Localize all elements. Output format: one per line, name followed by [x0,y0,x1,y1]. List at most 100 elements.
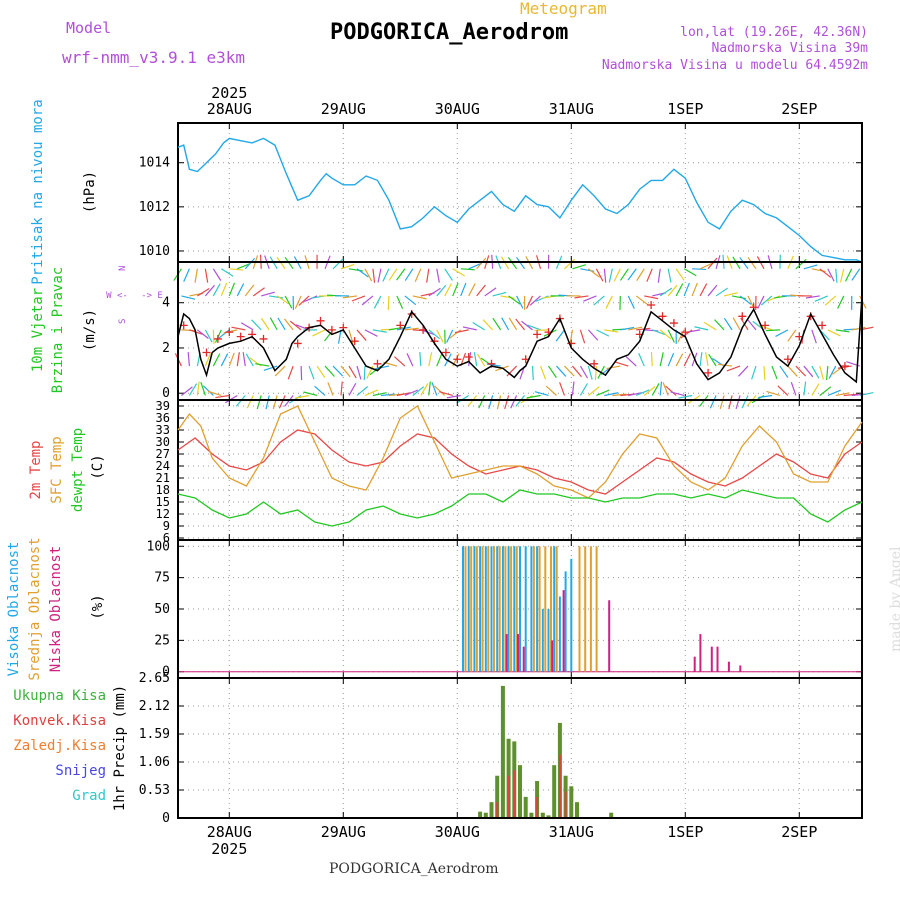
temperature-ytick-label: 15 [156,495,170,509]
precip-conv-bar [558,754,561,818]
wind-barb [827,329,841,337]
temperature-panel [177,399,863,541]
temperature-ytick-label: 9 [163,519,170,533]
wind-barb [414,268,422,282]
precip-conv-bar [507,775,510,818]
wind-speed-line [177,295,863,384]
wind-barb [446,329,454,343]
wind-barb [805,295,820,299]
clouds-ytick-label: 25 [154,633,170,648]
wind-gust-mark [225,328,234,337]
wind-barb [363,366,366,381]
precip-legend-1: Konvek.Kisa [13,713,106,729]
wind-barb [574,295,589,299]
precip-ytick-label: 2.65 [139,671,170,686]
wind-barb [204,352,212,367]
wind-barb [269,295,284,299]
wind-barb [181,386,193,396]
wind-barb [819,365,824,380]
wind-barb [444,268,453,281]
wind-barb [181,295,196,300]
wind-barb [604,392,619,397]
wind-barb [650,352,653,367]
wind-barb [738,365,749,377]
wind-barb [412,386,425,396]
wind-barb [269,317,278,331]
precip-legend-0: Ukupna Kisa [13,688,106,704]
wind-barb [732,317,741,331]
wind-barb [278,395,286,409]
cloud-label-low: Niska Oblacnost [48,546,64,672]
wind-barb [496,395,502,410]
wind-barb [316,365,326,379]
wind-barb [468,352,472,367]
wind-gust-mark [259,334,268,343]
precip-total-bar [609,812,614,818]
pressure-frame [177,122,863,263]
footer-station: PODGORICA_Aerodrom [329,861,499,877]
wind-barb [548,365,557,378]
wind-barb [420,383,429,396]
wind-barb [488,395,494,410]
wind-barb [526,394,541,399]
wind-barb [814,295,829,302]
wind-barb [277,317,286,331]
station-elevation: Nadmorska Visina 39m [711,41,868,56]
wind-barb [628,326,643,331]
wind-barb [667,284,678,297]
wind-barb [579,365,589,379]
xtick-label-top: 30AUG [435,100,480,118]
wind-barb [284,256,294,270]
wind-barb [826,366,829,381]
wind-barb [627,268,637,281]
precip-conv-bar [513,770,516,818]
wind-barb [659,352,664,367]
precip-total-bar [575,802,579,818]
wind-gust-mark [396,321,405,330]
precip-total-bar [483,812,488,818]
clouds-ytick-label: 0 [162,665,170,680]
wind-barb [220,353,229,367]
wind-barb [605,295,613,309]
wind-barb [705,352,709,367]
wind-barb [396,268,406,281]
wind-barb [651,382,660,396]
wind-barb [348,365,357,379]
xtick-label-bottom: 2SEP [781,823,817,841]
wind-barb [709,395,717,409]
xtick-label-top: 29AUG [321,100,366,118]
wind-barb [735,395,741,410]
wind-barb [751,365,757,380]
wind-gust-mark [590,359,599,368]
wind-barb [351,295,366,302]
wind-barb [348,382,357,396]
wind-barb [699,262,714,270]
wind-barb [356,365,362,380]
wind-barb [646,268,653,282]
precip-conv-bar [536,796,539,818]
wind-barb [212,329,215,344]
temperature-ytick-label: 18 [156,483,170,497]
wind-barb [492,291,507,297]
compass-west: W <- [106,291,128,301]
wind-barb [596,389,610,397]
wind-barb [594,366,597,381]
clouds-ytick-label: 50 [154,602,170,617]
wind-gust-mark [704,368,713,377]
wind-barb [356,329,367,341]
wind-barb [504,395,510,410]
wind-barb [787,365,798,377]
pressure-unit: (hPa) [82,171,98,213]
wind-gust-mark [738,312,747,321]
wind-barb [348,268,363,272]
wind-barb [564,258,576,270]
precip-total-bar [518,765,522,818]
temperature-ytick-label: 12 [156,507,170,521]
wind-gust-mark [236,332,245,341]
wind-barb [468,262,482,270]
wind-barb [431,382,438,396]
wind-barb [228,352,235,367]
wind-barb [197,287,210,297]
wind-gust-mark [350,337,359,346]
